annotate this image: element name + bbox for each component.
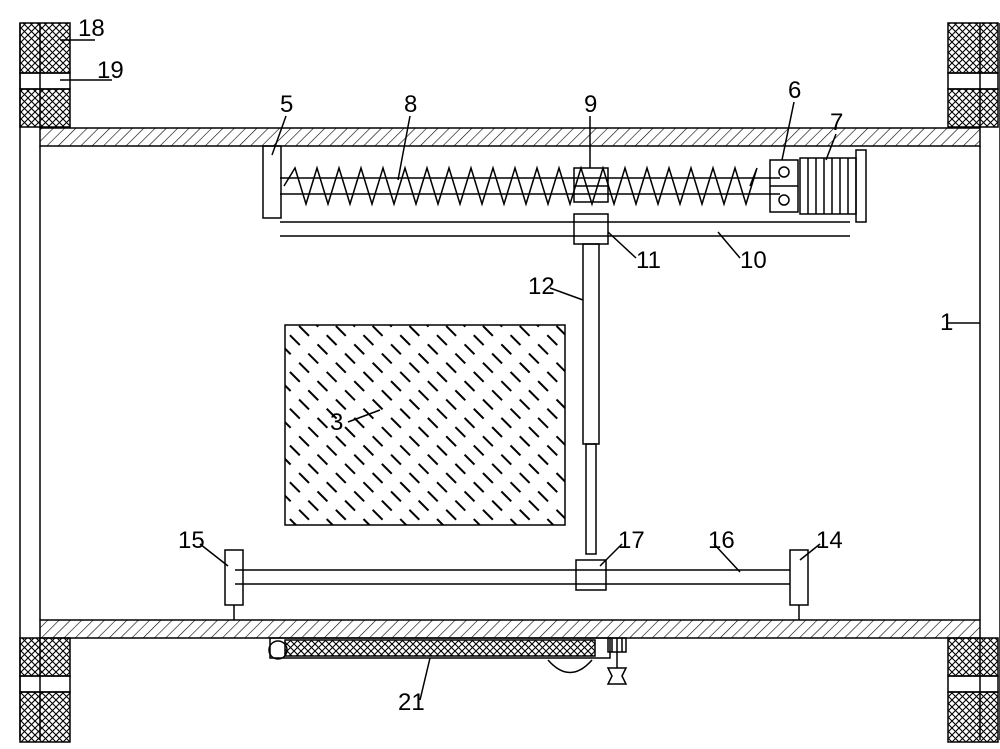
- motor-7: [800, 150, 866, 222]
- label-7: 7: [830, 109, 843, 136]
- label-15: 15: [178, 527, 205, 554]
- label-11: 11: [636, 247, 661, 274]
- telescope-12: [583, 244, 599, 554]
- label-18: 18: [78, 15, 105, 42]
- bottom-frame-bar: [40, 620, 980, 638]
- label-12: 12: [528, 273, 555, 300]
- lower-rail-16: [225, 550, 808, 620]
- label-3: 3: [330, 409, 343, 436]
- corner-block-bl: [20, 638, 70, 742]
- label-17: 17: [618, 527, 645, 554]
- diagram-canvas: 1 3 5 6 7 8 9 10 11 12 14 15 16 17 18 19 21: [0, 0, 1000, 749]
- label-19: 19: [97, 57, 124, 84]
- main-block-3: [285, 325, 565, 525]
- slider-11: [574, 214, 608, 244]
- corner-block-tl: [20, 23, 70, 127]
- lead-screw-assembly: [280, 150, 866, 222]
- label-1: 1: [940, 309, 953, 336]
- bearing-6: [770, 160, 798, 212]
- screw-thread-8: [284, 168, 757, 204]
- label-14: 14: [816, 527, 843, 554]
- bracket-5: [263, 146, 281, 218]
- label-5: 5: [280, 91, 293, 118]
- label-16: 16: [708, 527, 735, 554]
- stop-15: [225, 550, 243, 605]
- label-21: 21: [398, 689, 425, 716]
- label-8: 8: [404, 91, 417, 118]
- label-10: 10: [740, 247, 767, 274]
- corner-block-tr: [948, 23, 998, 127]
- corner-block-br: [948, 638, 998, 742]
- stop-14: [790, 550, 808, 605]
- leader-12: [550, 288, 583, 300]
- bottom-tray-21: [269, 638, 626, 684]
- label-6: 6: [788, 77, 801, 104]
- label-9: 9: [584, 91, 597, 118]
- guide-rail-10: [280, 214, 850, 244]
